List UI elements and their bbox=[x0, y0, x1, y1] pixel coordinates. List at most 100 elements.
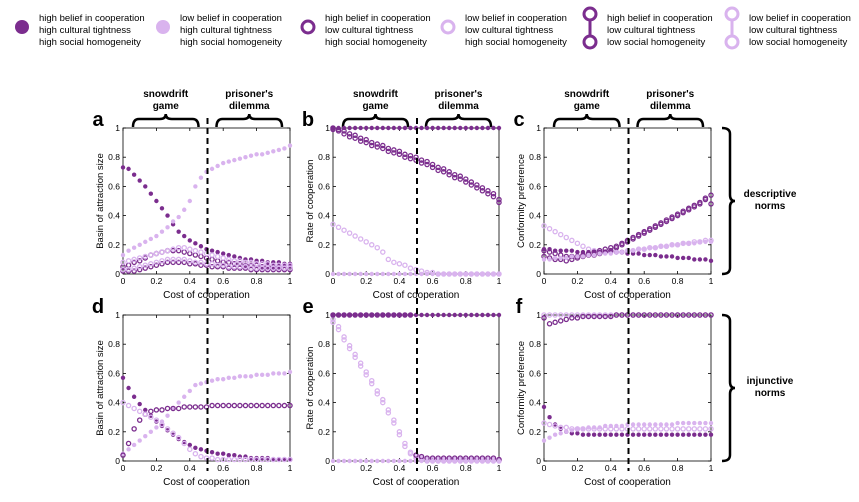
data-point bbox=[641, 426, 647, 432]
data-point bbox=[435, 125, 441, 131]
data-point bbox=[153, 250, 160, 257]
data-point bbox=[451, 174, 458, 181]
data-point bbox=[407, 152, 414, 159]
data-point bbox=[541, 438, 547, 443]
data-point bbox=[391, 420, 397, 426]
y-tick-label: 1 bbox=[115, 123, 120, 133]
data-point bbox=[182, 394, 187, 399]
data-point bbox=[547, 257, 552, 262]
y-tick-label: 0 bbox=[536, 456, 541, 466]
legend-label: high social homogeneity bbox=[180, 37, 282, 48]
descriptive-norms-label: norms bbox=[755, 201, 786, 212]
data-point bbox=[552, 423, 558, 429]
data-point bbox=[708, 239, 714, 245]
data-point bbox=[142, 265, 149, 271]
data-point bbox=[368, 139, 375, 146]
data-point bbox=[463, 271, 468, 277]
data-point bbox=[541, 404, 547, 410]
data-point bbox=[368, 242, 375, 248]
x-tick-label: 0.4 bbox=[605, 463, 617, 473]
data-point bbox=[209, 402, 215, 409]
panel-letter: e bbox=[302, 296, 313, 318]
data-point bbox=[137, 178, 142, 183]
data-point bbox=[557, 318, 564, 324]
data-point bbox=[214, 253, 221, 260]
y-tick-label: 0 bbox=[115, 456, 120, 466]
data-point bbox=[391, 271, 397, 277]
data-point bbox=[463, 312, 468, 318]
data-point bbox=[619, 240, 625, 247]
data-point bbox=[164, 405, 171, 412]
legend-label: high social homogeneity bbox=[325, 37, 427, 48]
data-point bbox=[541, 247, 547, 254]
panel-letter: f bbox=[516, 296, 523, 318]
data-point bbox=[680, 255, 686, 261]
data-point bbox=[430, 125, 435, 131]
data-point bbox=[458, 312, 463, 318]
legend-label: low belief in cooperation bbox=[465, 13, 567, 24]
data-point bbox=[664, 244, 669, 249]
x-tick-label: 0.8 bbox=[672, 463, 684, 473]
data-point bbox=[125, 440, 132, 447]
legend-marker-filled-icon bbox=[15, 20, 29, 34]
data-point bbox=[407, 155, 414, 162]
injunctive-norms-label: injunctive bbox=[747, 376, 794, 387]
data-point bbox=[281, 456, 288, 463]
brace-icon bbox=[341, 113, 410, 128]
data-point bbox=[341, 334, 347, 340]
data-series bbox=[120, 402, 293, 458]
y-tick-label: 0.4 bbox=[108, 211, 120, 221]
y-tick-label: 0.6 bbox=[108, 368, 120, 378]
data-point bbox=[602, 246, 608, 252]
data-point bbox=[276, 371, 282, 376]
data-point bbox=[558, 255, 563, 261]
data-point bbox=[352, 354, 358, 361]
data-point bbox=[363, 372, 369, 378]
data-point bbox=[608, 313, 614, 320]
legend-label: low cultural tightness bbox=[749, 25, 837, 36]
data-point bbox=[658, 432, 664, 437]
data-point bbox=[187, 198, 192, 204]
x-tick-label: 0.2 bbox=[360, 276, 372, 286]
data-point bbox=[380, 125, 385, 131]
y-tick-label: 0.8 bbox=[318, 152, 330, 162]
data-point bbox=[463, 458, 468, 464]
legend-label: low cultural tightness bbox=[465, 25, 553, 36]
data-point bbox=[164, 259, 171, 266]
data-point bbox=[226, 402, 232, 409]
data-point bbox=[608, 251, 613, 256]
data-point bbox=[231, 263, 238, 270]
data-point bbox=[680, 432, 686, 437]
y-tick-label: 0.6 bbox=[318, 368, 330, 378]
data-point bbox=[418, 160, 425, 166]
data-point bbox=[496, 271, 502, 277]
data-point bbox=[485, 190, 491, 197]
data-point bbox=[680, 426, 686, 432]
x-tick-label: 0.2 bbox=[571, 276, 583, 286]
data-point bbox=[330, 319, 336, 326]
data-point bbox=[237, 258, 243, 264]
data-point bbox=[231, 456, 238, 463]
data-point bbox=[697, 420, 703, 426]
data-point bbox=[424, 271, 430, 277]
data-point bbox=[546, 321, 553, 327]
data-point bbox=[613, 243, 620, 250]
game-headers: snowdriftgameprisoner'sdilemmasnowdriftg… bbox=[131, 89, 705, 128]
data-point bbox=[430, 312, 435, 318]
legend-label: low social homogeneity bbox=[607, 37, 705, 48]
data-point bbox=[232, 452, 237, 458]
data-point bbox=[226, 256, 232, 263]
data-point bbox=[608, 426, 614, 432]
data-point bbox=[330, 126, 336, 133]
data-point bbox=[446, 171, 452, 178]
data-point bbox=[137, 242, 142, 247]
data-point bbox=[374, 141, 381, 147]
data-point bbox=[703, 420, 708, 426]
data-point bbox=[686, 255, 691, 261]
data-point bbox=[642, 252, 647, 258]
data-point bbox=[574, 315, 581, 321]
data-point bbox=[380, 312, 386, 318]
data-point bbox=[480, 271, 485, 277]
